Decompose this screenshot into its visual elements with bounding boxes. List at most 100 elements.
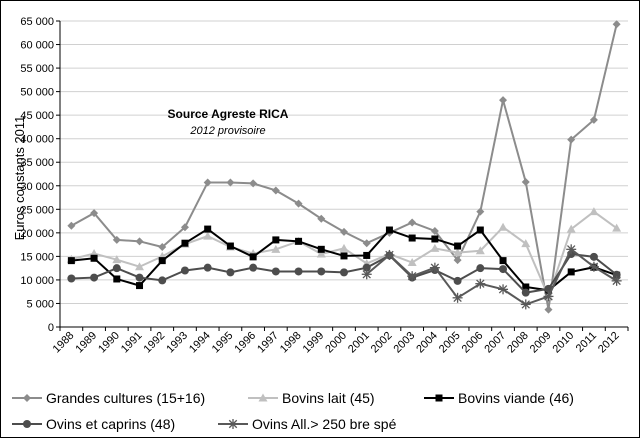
data-point [90,254,98,262]
legend-item-3: Ovins et caprins (48) [12,416,175,432]
data-point [362,263,371,272]
data-point [112,255,122,264]
data-point [23,420,31,428]
y-axis-ticks: 0 5 000 10 000 15 000 20 000 25 000 30 000 35 0… [20,16,60,334]
data-point [135,262,145,271]
data-point [340,227,348,236]
y-tick-label: 15 000 [20,251,54,263]
data-point [589,207,599,216]
data-point [317,245,325,253]
y-tick-label: 30 000 [20,181,54,193]
data-point [135,237,144,246]
data-point [407,258,417,267]
data-point [317,267,326,276]
data-point [113,275,121,283]
y-tick-label: 25 000 [20,204,54,216]
data-point [476,226,484,234]
data-point [204,225,212,233]
data-point [249,179,258,188]
data-point [612,223,622,232]
data-point [499,257,507,265]
data-point [588,261,599,272]
data-point [317,214,326,223]
data-point-stroke [407,271,417,281]
data-point [384,249,395,260]
data-point [112,235,121,244]
series-4 [361,244,622,310]
data-point [566,244,577,255]
data-point [498,284,509,295]
data-point [67,221,76,230]
data-point [543,291,554,302]
data-point [522,283,530,291]
y-axis-title: Euros constants 2011 [12,116,27,241]
data-point [226,268,235,277]
data-point [340,252,348,260]
source-annotation-subtitle: 2012 provisoire [189,125,265,137]
data-point [454,242,462,250]
data-point [521,178,530,187]
data-point [249,253,257,261]
data-point [316,249,326,258]
data-point [475,278,486,289]
data-point [158,257,166,265]
data-point [521,239,531,248]
y-tick-label: 0 [48,322,54,334]
data-point [158,242,167,251]
data-point [258,393,268,402]
y-tick-label: 55 000 [20,63,54,75]
y-tick-label: 45 000 [20,110,54,122]
legend-label: Ovins et caprins (48) [46,416,175,432]
data-point-stroke [430,263,440,272]
data-point [158,276,167,285]
y-tick-label: 5 000 [26,298,54,310]
data-point [340,268,348,277]
data-point [180,223,189,232]
data-point [453,276,462,285]
data-point-stroke [521,300,530,309]
legend-item-1: Bovins lait (45) [248,390,375,406]
legend: Grandes cultures (15+16) Bovins lait (45)… [12,390,574,432]
data-point [361,269,372,280]
data-point [226,178,235,187]
data-point [430,243,440,252]
data-point [112,264,121,273]
data-point [435,394,443,402]
data-point-stroke [476,279,485,288]
data-point [499,96,508,105]
data-point [181,239,189,247]
data-point [589,252,598,261]
source-annotation-title: Source Agreste RICA [168,107,289,121]
legend-label: Grandes cultures (15+16) [46,390,205,406]
data-point [203,178,212,187]
legend-label: Bovins viande (46) [458,390,574,406]
data-point [295,237,303,245]
data-point [589,115,598,124]
data-point-stroke [566,245,576,254]
data-point [67,257,75,265]
data-point [453,248,463,257]
y-tick-label: 50 000 [20,87,54,99]
data-point [498,222,508,231]
data-point-stroke [612,276,621,286]
data-point [407,271,418,282]
data-point [180,266,189,275]
series-group [66,20,622,314]
data-point-stroke [385,250,394,260]
data-point [67,274,76,283]
data-point [271,267,280,276]
data-point [476,264,485,273]
data-point [521,288,530,297]
data-point [135,273,144,282]
data-point-stroke [544,292,553,301]
axes [59,21,628,328]
data-point [271,186,280,195]
data-point [612,270,621,279]
data-point [271,244,281,253]
data-point [499,265,508,274]
data-point [611,275,622,286]
data-point-stroke [498,285,508,294]
y-tick-label: 65 000 [20,16,54,28]
